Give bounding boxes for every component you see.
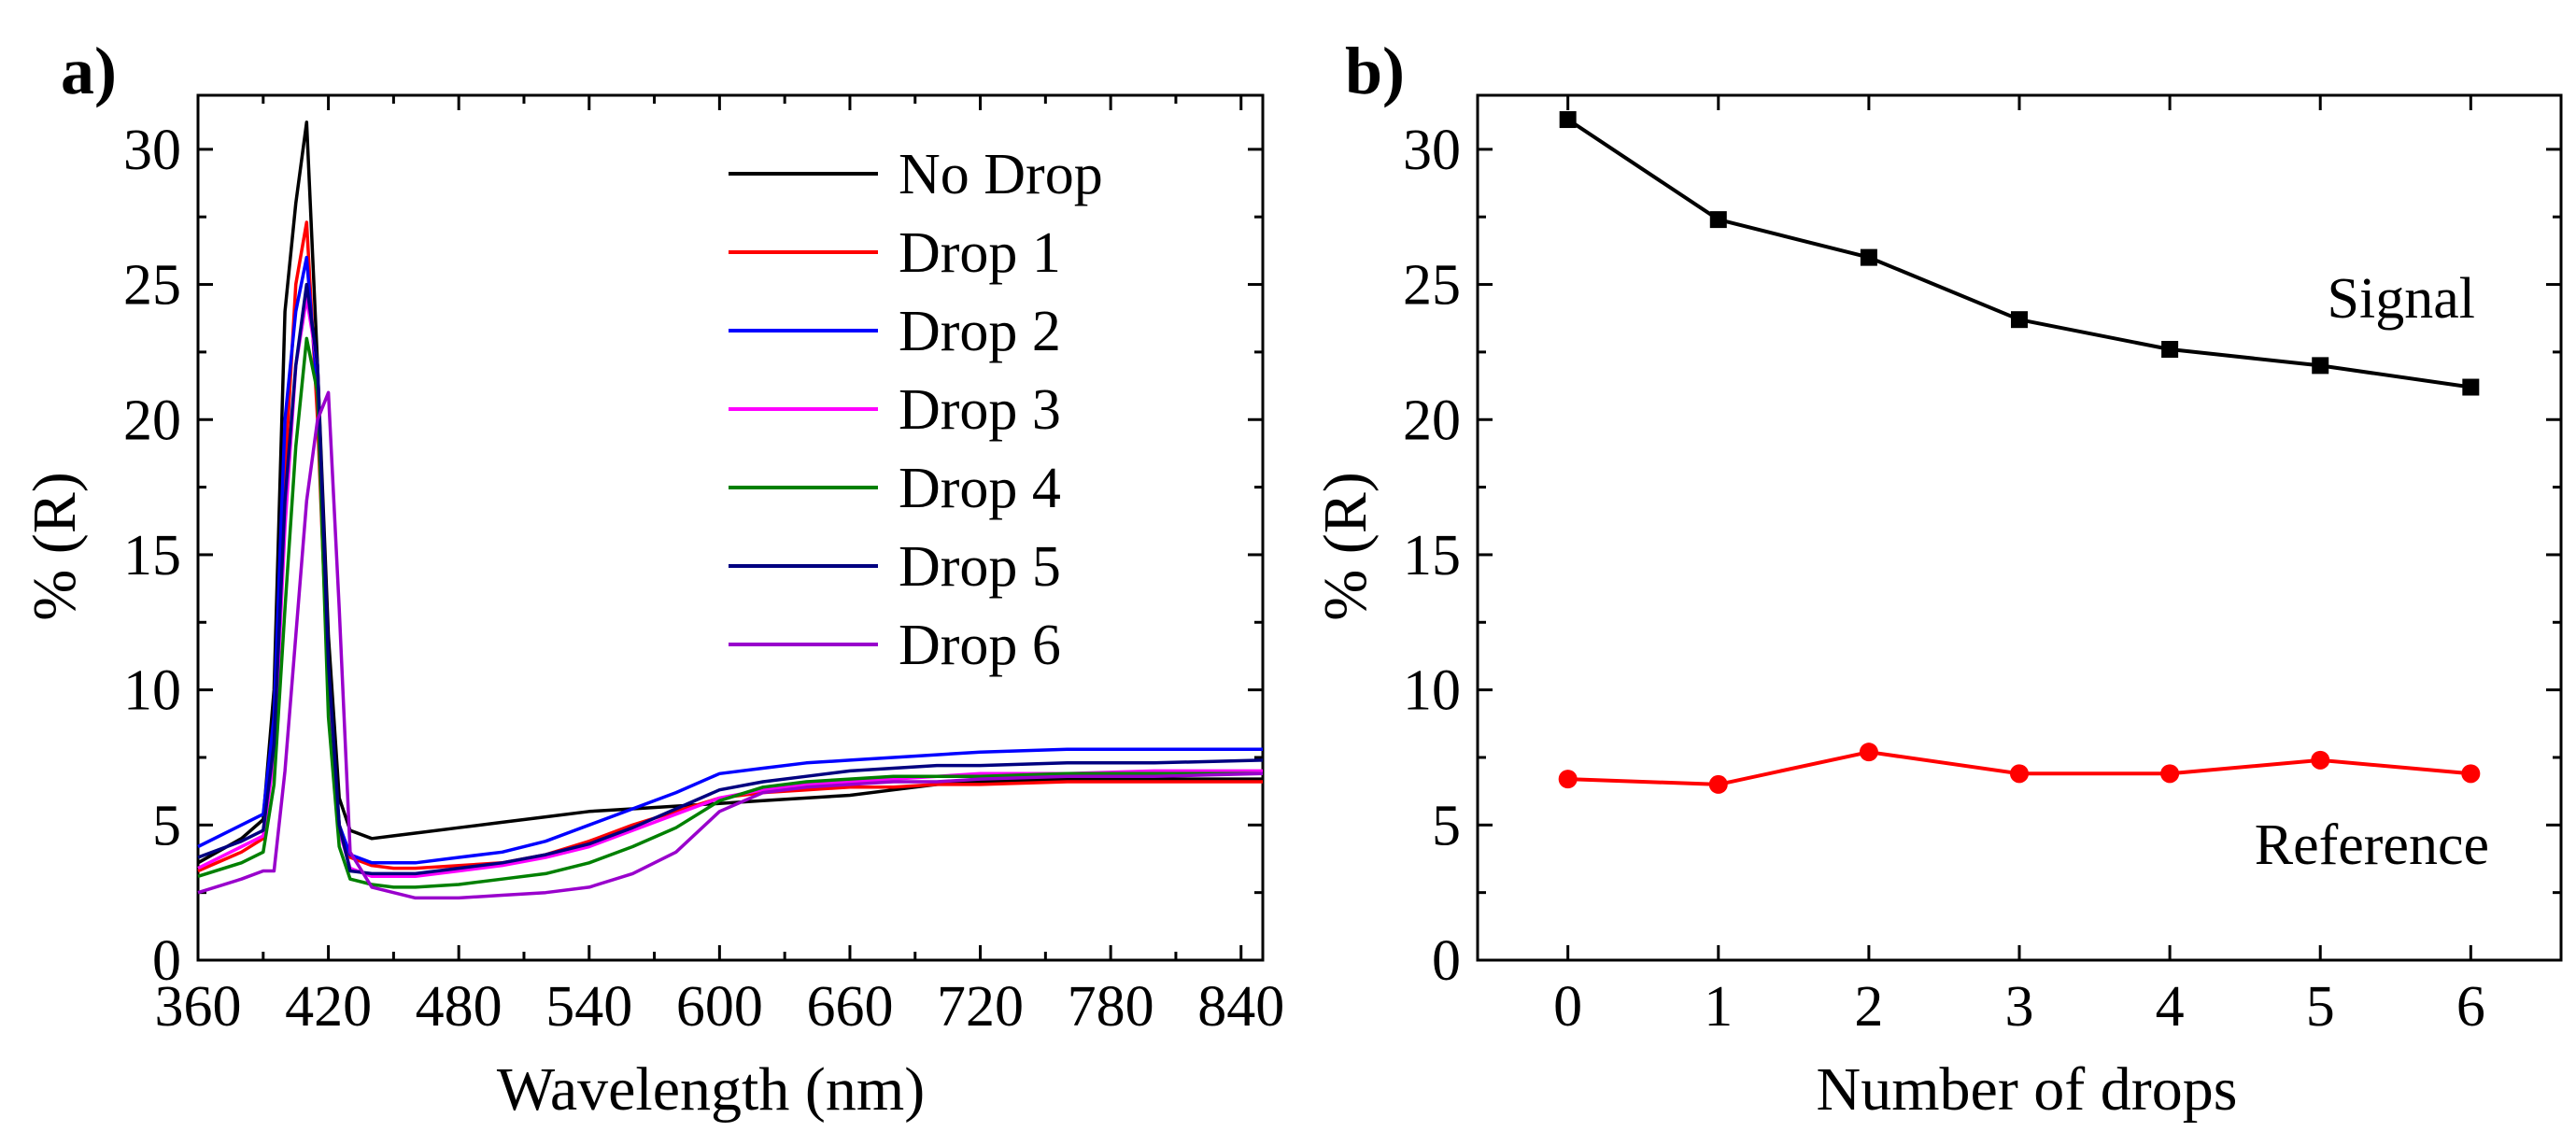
reference-annotation: Reference — [2255, 814, 2489, 877]
data-point-square — [2161, 341, 2179, 359]
y-tick-label: 5 — [1432, 794, 1461, 857]
legend-label: Drop 4 — [899, 457, 1061, 520]
data-point-circle — [2160, 764, 2180, 784]
x-tick-label: 3 — [2005, 975, 2034, 1039]
data-point-square — [1559, 111, 1577, 129]
y-tick-label: 25 — [123, 254, 181, 318]
x-tick-label: 1 — [1704, 975, 1733, 1039]
y-tick-label: 10 — [1403, 659, 1461, 723]
series-line-drop-4 — [197, 336, 1263, 889]
legend-label: Drop 1 — [899, 221, 1061, 285]
y-tick-label: 20 — [123, 389, 181, 452]
series-line-no-drop — [197, 120, 1263, 865]
x-tick-label: 660 — [806, 975, 893, 1039]
data-point-square — [2462, 378, 2480, 396]
data-point-square — [2011, 311, 2028, 329]
panel-b-plot-area: 0 5 10 15 20 25 30 0 1 2 3 4 5 6 — [1403, 93, 2563, 1039]
x-tick-label: 2 — [1854, 975, 1883, 1039]
data-point-circle — [1708, 774, 1728, 794]
y-tick-label: 30 — [123, 119, 181, 182]
panel-a-legend: No Drop Drop 1 Drop 2 Drop 3 Drop 4 Drop 5 Dro… — [729, 143, 1103, 677]
legend-label: No Drop — [899, 143, 1103, 206]
data-point-circle — [2311, 750, 2330, 770]
signal-annotation: Signal — [2328, 267, 2475, 331]
y-tick-label: 30 — [1403, 119, 1461, 182]
series-line-drop-6 — [197, 390, 1264, 900]
y-tick-label: 0 — [1432, 929, 1461, 993]
y-tick-label: 15 — [123, 524, 181, 587]
data-point-circle — [2461, 764, 2481, 784]
x-tick-label: 540 — [545, 975, 632, 1039]
panel-b: b) 0 5 10 15 20 25 30 0 1 2 3 4 5 6 Number of drops %… — [1311, 34, 2563, 1124]
panel-b-y-axis-title: % (R) — [1311, 472, 1380, 620]
x-tick-label: 4 — [2156, 975, 2185, 1039]
data-point-square — [1709, 211, 1727, 229]
y-tick-label: 25 — [1403, 254, 1461, 318]
data-point-circle — [2010, 764, 2029, 784]
plot-frame — [196, 93, 1265, 962]
series-line-drop-2 — [197, 255, 1263, 865]
panel-a-y-axis-title: % (R) — [21, 472, 89, 620]
y-tick-label: 5 — [152, 794, 181, 857]
panel-a-plot-area: 0 5 10 15 20 25 30 360 420 480 540 600 660 720 780 840 — [123, 93, 1284, 1039]
y-tick-label: 10 — [123, 659, 181, 723]
x-tick-label: 600 — [676, 975, 763, 1039]
x-tick-label: 780 — [1068, 975, 1154, 1039]
series-line-signal — [1566, 118, 2471, 389]
legend-label: Drop 2 — [899, 300, 1061, 363]
panel-a-x-axis-title: Wavelength (nm) — [497, 1055, 925, 1124]
x-tick-label: 5 — [2306, 975, 2335, 1039]
legend-label: Drop 6 — [899, 614, 1061, 677]
data-point-square — [2312, 357, 2329, 375]
x-tick-label: 360 — [155, 975, 242, 1039]
y-tick-label: 20 — [1403, 389, 1461, 452]
series-line-drop-3 — [197, 296, 1263, 879]
panel-a: a) 0 5 10 15 20 25 30 360 420 480 540 600 660 720 780 8… — [21, 34, 1284, 1124]
panel-a-label: a) — [61, 34, 117, 108]
x-tick-label: 0 — [1553, 975, 1582, 1039]
x-tick-label: 720 — [937, 975, 1024, 1039]
panel-b-x-axis-title: Number of drops — [1817, 1055, 2238, 1124]
legend-label: Drop 5 — [899, 535, 1061, 599]
x-tick-label: 840 — [1197, 975, 1284, 1039]
data-point-circle — [1558, 770, 1578, 789]
panel-b-label: b) — [1345, 34, 1405, 108]
data-point-circle — [1859, 743, 1878, 762]
x-tick-label: 420 — [285, 975, 372, 1039]
data-point-square — [1860, 248, 1877, 266]
x-tick-label: 480 — [416, 975, 502, 1039]
x-tick-label: 6 — [2456, 975, 2485, 1039]
legend-label: Drop 3 — [899, 378, 1061, 442]
y-tick-label: 15 — [1403, 524, 1461, 587]
series-line-drop-5 — [197, 282, 1264, 876]
y-tick-label: 0 — [152, 929, 181, 993]
